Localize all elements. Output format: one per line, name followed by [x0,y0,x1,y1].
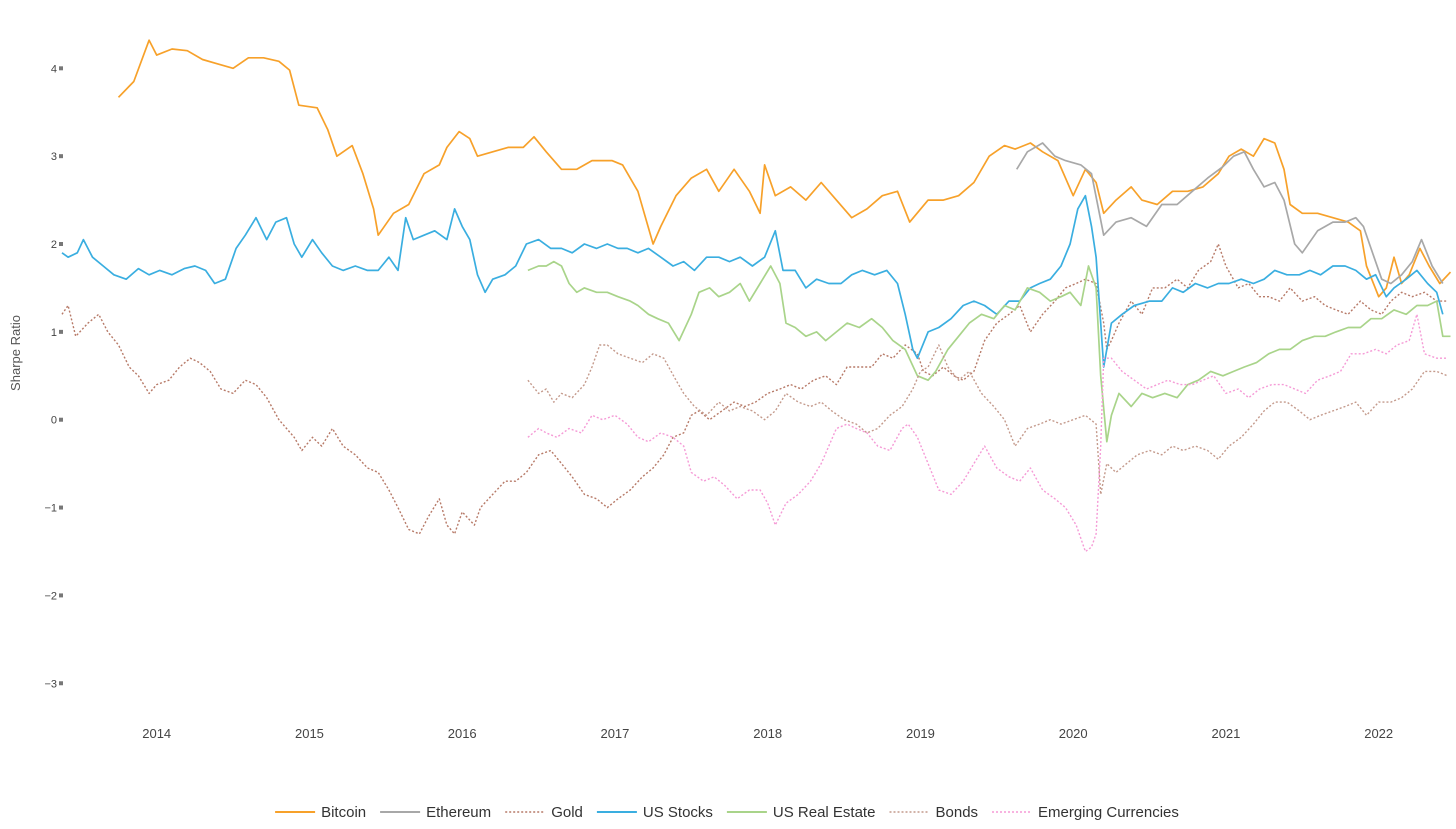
legend-item-gold[interactable]: Gold [505,804,583,821]
x-tick-label: 2022 [1364,726,1393,741]
legend-label: US Real Estate [773,804,876,821]
legend[interactable]: Bitcoin Ethereum Gold US Stocks US Real Esta… [275,804,1179,821]
legend-item-us-stocks[interactable]: US Stocks [596,804,713,821]
legend-label: Bitcoin [321,804,366,821]
legend-item-bonds[interactable]: Bonds [889,804,979,821]
legend-item-bitcoin[interactable]: Bitcoin [275,804,366,821]
y-tick-label: −3 [44,678,57,690]
y-axis-ticks: 4 3 2 1 0 −1 −2 −3 [44,63,63,690]
x-tick-label: 2016 [448,726,477,741]
series-line-gold[interactable] [61,243,1448,535]
series-line-emerging-currencies[interactable] [527,313,1448,553]
x-tick-label: 2019 [906,726,935,741]
y-axis-title: Sharpe Ratio [8,315,23,391]
y-tick-label: 1 [51,327,57,339]
legend-item-ethereum[interactable]: Ethereum [380,804,491,821]
y-tick-label: 0 [51,415,57,427]
legend-label: Emerging Currencies [1038,804,1179,821]
series-line-bitcoin[interactable] [117,39,1452,298]
x-tick-label: 2020 [1059,726,1088,741]
y-tick-mark [59,417,63,422]
y-tick-label: 3 [51,151,57,163]
y-tick-mark [59,593,63,598]
y-tick-mark [59,66,63,71]
legend-label: Bonds [936,804,979,821]
y-tick-label: 2 [51,239,57,251]
y-tick-mark [59,242,63,247]
x-axis-ticks: 2014 2015 2016 2017 2018 2019 2020 2021 2022 [142,726,1393,741]
legend-item-emerging-currencies[interactable]: Emerging Currencies [992,804,1179,821]
y-tick-mark [59,329,63,334]
y-tick-label: 4 [51,63,57,75]
series-line-bonds[interactable] [527,344,1448,496]
legend-item-us-real-estate[interactable]: US Real Estate [726,804,876,821]
legend-label: Ethereum [426,804,491,821]
x-tick-label: 2015 [295,726,324,741]
series-line-us-stocks[interactable] [61,194,1444,368]
legend-label: US Stocks [643,804,713,821]
x-tick-label: 2014 [142,726,171,741]
series-line-us-real-estate[interactable] [527,260,1451,443]
x-tick-label: 2018 [753,726,782,741]
x-tick-label: 2021 [1211,726,1240,741]
y-tick-mark [59,681,63,686]
series-line-ethereum[interactable] [1015,142,1444,285]
y-tick-mark [59,505,63,510]
series-layer [61,39,1452,553]
x-tick-label: 2017 [600,726,629,741]
y-tick-label: −2 [44,590,57,602]
y-tick-label: −1 [44,503,57,515]
legend-label: Gold [551,804,583,821]
y-tick-mark [59,154,63,159]
